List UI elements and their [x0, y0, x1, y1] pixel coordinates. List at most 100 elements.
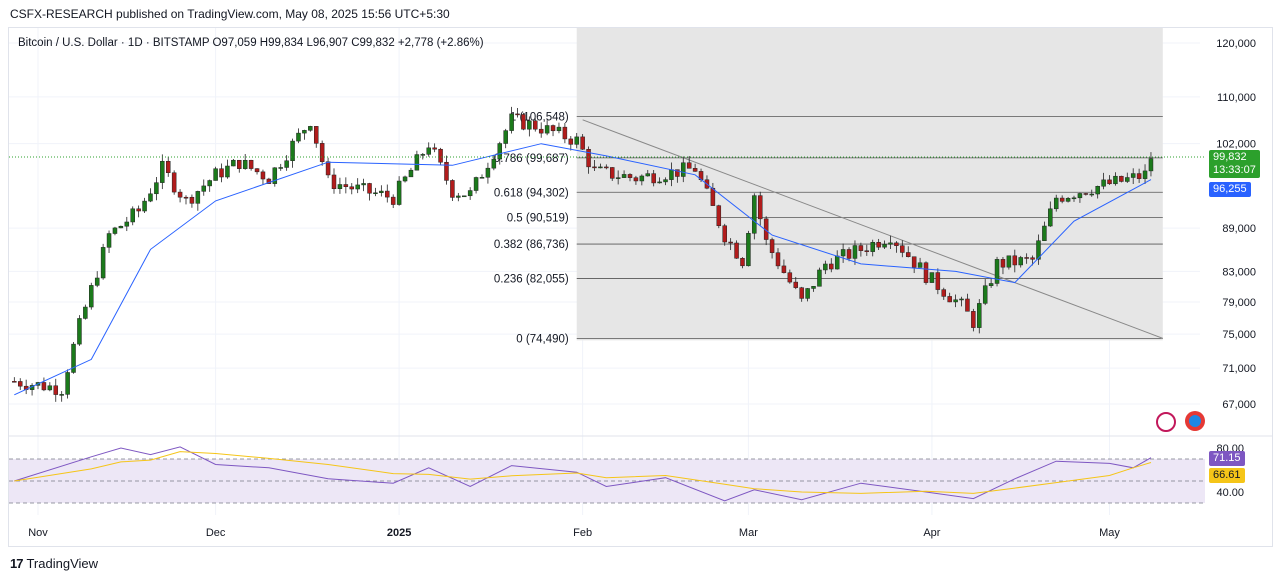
candle-body [461, 195, 467, 198]
candle-body [343, 184, 349, 187]
candle-body [1059, 197, 1065, 202]
candle-body [112, 227, 118, 234]
tradingview-logo[interactable]: 17 TradingView [10, 556, 99, 571]
candle-body [408, 169, 414, 178]
emoji-icons [1156, 411, 1205, 432]
time-tick-label: Mar [739, 527, 758, 539]
candle-body [834, 255, 840, 270]
candle-body [515, 113, 520, 116]
candle-body [598, 166, 603, 169]
rsi-line [14, 446, 1152, 502]
candle-body [420, 154, 426, 156]
candle-body [882, 244, 887, 248]
candle-body [1136, 173, 1142, 179]
candle-body [681, 162, 686, 177]
fib-level-label: 0 (74,490) [516, 333, 569, 345]
candle-body [757, 195, 763, 220]
candle-body [609, 167, 615, 179]
candle-body [615, 177, 621, 179]
candle-body [645, 173, 651, 177]
candle-body [746, 233, 751, 267]
candle-body [982, 285, 988, 304]
candle-body [1119, 175, 1124, 182]
candle-body [538, 128, 544, 134]
candle-body [160, 160, 165, 183]
candle-body [414, 154, 420, 171]
candle-body [485, 167, 491, 178]
candle-body [219, 168, 224, 178]
candle-body [692, 168, 698, 172]
fib-levels: 1 (106,548) 0.786 (99,687) 0.618 (94,302) 0… [494, 112, 1163, 345]
candle-body [769, 239, 775, 253]
candle-body [349, 186, 355, 190]
price-tick-label: 75,000 [1222, 329, 1256, 341]
candle-body [385, 190, 390, 198]
candle-body [734, 242, 739, 259]
fib-level-label: 0.786 (99,687) [494, 153, 569, 165]
candle-body [651, 173, 656, 184]
candle-body [450, 180, 455, 198]
candle-body [402, 176, 408, 182]
candle-body [894, 242, 899, 246]
price-tick-label: 71,000 [1222, 363, 1256, 375]
candle-body [319, 143, 325, 162]
candle-body [977, 303, 982, 328]
price-tick-label: 83,000 [1222, 266, 1256, 278]
time-tick-label: Apr [923, 527, 940, 539]
candle-body [53, 385, 59, 395]
candle-body [935, 272, 941, 290]
candle-body [148, 193, 153, 202]
price-tick-label: 79,000 [1222, 297, 1256, 309]
candle-body [1071, 197, 1077, 200]
candle-body [805, 288, 810, 299]
candle-body [83, 306, 88, 319]
candle-body [633, 177, 639, 182]
candle-body [1113, 175, 1118, 185]
candle-body [627, 174, 633, 178]
candle-body [864, 250, 870, 252]
candle-body [840, 249, 846, 257]
rsi-ma-tag: 66.61 [1209, 468, 1245, 483]
candle-body [491, 158, 497, 169]
candle-body [266, 178, 272, 184]
candle-body [675, 169, 680, 177]
candle-body [290, 140, 295, 161]
ma-line [14, 143, 1152, 396]
candle-body [657, 181, 662, 184]
candle-body [817, 269, 822, 287]
candle-body [497, 143, 503, 160]
price-tick-label: 89,000 [1222, 223, 1256, 235]
candle-body [775, 252, 781, 267]
candle-body [917, 262, 923, 268]
candle-body [1107, 179, 1112, 185]
price-tick-label: 102,000 [1216, 139, 1256, 151]
fib-level-label: 0.382 (86,736) [494, 239, 569, 251]
candle-body [272, 167, 278, 184]
candle-body [473, 177, 479, 191]
candle-body [823, 263, 828, 271]
candle-body [142, 200, 147, 212]
candle-body [846, 249, 852, 259]
candle-body [905, 252, 911, 257]
candle-body [1101, 179, 1106, 187]
candle-body [106, 233, 112, 248]
candle-body [47, 385, 53, 391]
candle-body [361, 183, 366, 186]
candle-body [65, 372, 70, 395]
candle-body [669, 169, 674, 180]
lightning-icon[interactable] [1156, 412, 1176, 432]
candle-body [438, 148, 443, 163]
rsi-ma-line [14, 451, 1152, 494]
candle-body [586, 149, 591, 168]
candle-body [479, 177, 485, 179]
candle-body [331, 174, 337, 190]
candle-body [337, 184, 343, 190]
candle-body [467, 190, 473, 197]
rsi-value-tag: 71.15 [1209, 451, 1245, 466]
candle-body [231, 159, 236, 167]
candle-body [876, 242, 881, 248]
candle-body [663, 179, 668, 183]
candle-body [592, 166, 597, 169]
candle-body [686, 162, 692, 169]
